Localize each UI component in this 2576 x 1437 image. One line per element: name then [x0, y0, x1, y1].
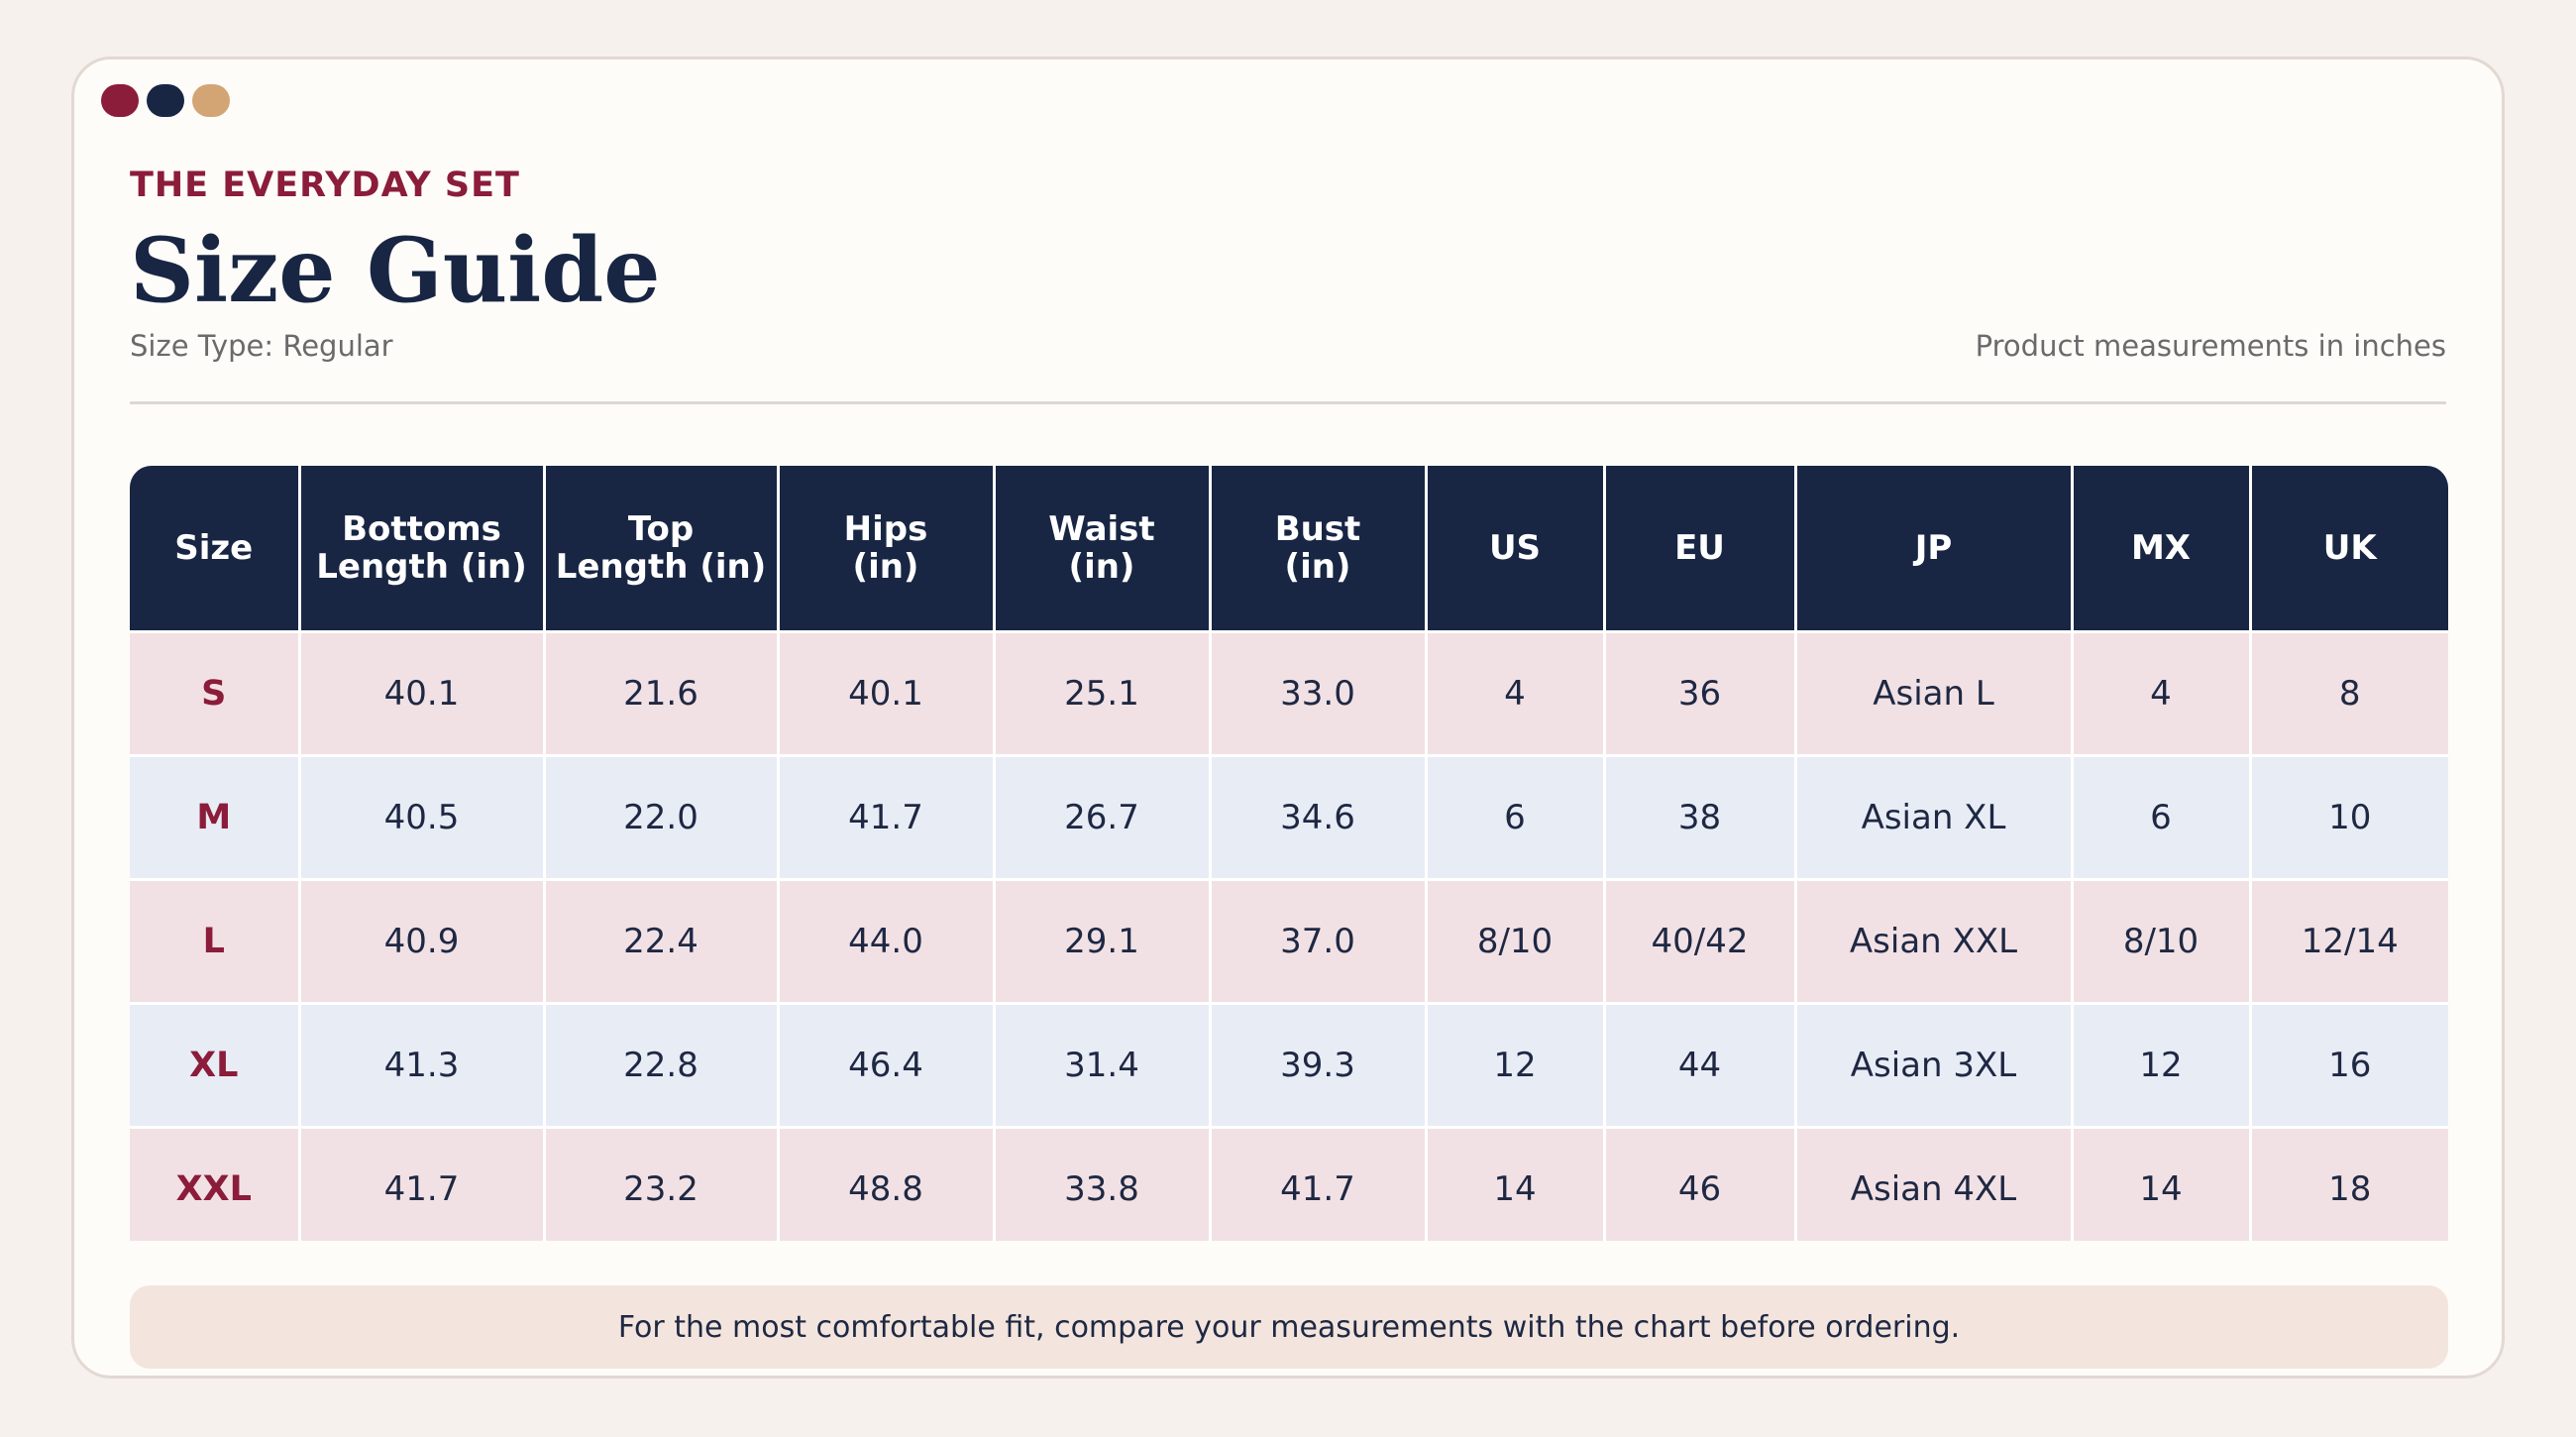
size-label-cell: M: [130, 754, 299, 880]
table-cell: 8/10: [2070, 878, 2250, 1004]
table-cell: 41.7: [776, 754, 994, 880]
table-cell: 22.0: [542, 754, 778, 880]
table-cell: 37.0: [1208, 878, 1426, 1004]
table-cell: 31.4: [992, 1002, 1210, 1128]
table-row: M 40.5 22.0 41.7 26.7 34.6 6 38 Asian XL…: [130, 754, 2448, 880]
table-cell: 22.8: [542, 1002, 778, 1128]
table-cell: 18: [2248, 1126, 2448, 1241]
window-controls: [101, 84, 230, 117]
table-cell: 33.8: [992, 1126, 1210, 1241]
table-cell: 6: [2070, 754, 2250, 880]
table-cell: 38: [1602, 754, 1795, 880]
column-header-mx: MX: [2070, 466, 2250, 632]
size-label-cell: XXL: [130, 1126, 299, 1241]
table-cell: 4: [2070, 630, 2250, 756]
table-cell: 12: [2070, 1002, 2250, 1128]
table-cell: 48.8: [776, 1126, 994, 1241]
table-cell: 41.3: [297, 1002, 544, 1128]
column-header-hips: Hips (in): [776, 466, 994, 632]
table-cell: 29.1: [992, 878, 1210, 1004]
table-cell: Asian XL: [1793, 754, 2072, 880]
column-header-bust: Bust (in): [1208, 466, 1426, 632]
dot-red[interactable]: [101, 84, 139, 117]
table-cell: 6: [1424, 754, 1604, 880]
column-header-us: US: [1424, 466, 1604, 632]
table-cell: 34.6: [1208, 754, 1426, 880]
table-cell: 44.0: [776, 878, 994, 1004]
table-cell: 46.4: [776, 1002, 994, 1128]
table-cell: 41.7: [1208, 1126, 1426, 1241]
table-cell: 25.1: [992, 630, 1210, 756]
table-cell: 10: [2248, 754, 2448, 880]
table-cell: 22.4: [542, 878, 778, 1004]
table-cell: Asian 3XL: [1793, 1002, 2072, 1128]
column-header-jp: JP: [1793, 466, 2072, 632]
column-header-waist: Waist (in): [992, 466, 1210, 632]
column-header-size: Size: [130, 466, 299, 632]
table-cell: 16: [2248, 1002, 2448, 1128]
column-header-top-length: Top Length (in): [542, 466, 778, 632]
table-cell: 12/14: [2248, 878, 2448, 1004]
table-cell: 33.0: [1208, 630, 1426, 756]
table-cell: 44: [1602, 1002, 1795, 1128]
table-cell: 26.7: [992, 754, 1210, 880]
table-row: L 40.9 22.4 44.0 29.1 37.0 8/10 40/42 As…: [130, 878, 2448, 1004]
size-table-container: Size Bottoms Length (in) Top Length (in)…: [130, 466, 2448, 1241]
fit-advice-note: For the most comfortable fit, compare yo…: [130, 1285, 2448, 1369]
table-cell: 40.1: [297, 630, 544, 756]
table-header-row: Size Bottoms Length (in) Top Length (in)…: [130, 466, 2448, 632]
table-cell: 12: [1424, 1002, 1604, 1128]
table-cell: 46: [1602, 1126, 1795, 1241]
size-type-label: Size Type: Regular: [130, 329, 393, 363]
table-row: XXL 41.7 23.2 48.8 33.8 41.7 14 46 Asian…: [130, 1126, 2448, 1241]
size-table: Size Bottoms Length (in) Top Length (in)…: [130, 466, 2448, 1241]
table-cell: 21.6: [542, 630, 778, 756]
size-label-cell: L: [130, 878, 299, 1004]
units-note: Product measurements in inches: [1975, 329, 2446, 363]
table-cell: 40.9: [297, 878, 544, 1004]
dot-navy[interactable]: [147, 84, 184, 117]
table-cell: 40.1: [776, 630, 994, 756]
size-guide-card: THE EVERYDAY SET Size Guide Size Type: R…: [71, 56, 2505, 1379]
column-header-eu: EU: [1602, 466, 1795, 632]
table-cell: Asian 4XL: [1793, 1126, 2072, 1241]
table-cell: 40/42: [1602, 878, 1795, 1004]
column-header-bottoms-length: Bottoms Length (in): [297, 466, 544, 632]
table-row: S 40.1 21.6 40.1 25.1 33.0 4 36 Asian L …: [130, 630, 2448, 756]
fit-advice-text: For the most comfortable fit, compare yo…: [617, 1309, 1961, 1345]
table-cell: 14: [2070, 1126, 2250, 1241]
dot-tan[interactable]: [192, 84, 230, 117]
table-row: XL 41.3 22.8 46.4 31.4 39.3 12 44 Asian …: [130, 1002, 2448, 1128]
table-cell: 14: [1424, 1126, 1604, 1241]
table-cell: 4: [1424, 630, 1604, 756]
table-cell: 8: [2248, 630, 2448, 756]
size-label-cell: XL: [130, 1002, 299, 1128]
table-cell: 40.5: [297, 754, 544, 880]
table-cell: 23.2: [542, 1126, 778, 1241]
table-cell: 36: [1602, 630, 1795, 756]
table-cell: 39.3: [1208, 1002, 1426, 1128]
table-cell: 8/10: [1424, 878, 1604, 1004]
size-label-cell: S: [130, 630, 299, 756]
table-cell: 41.7: [297, 1126, 544, 1241]
collection-kicker: THE EVERYDAY SET: [130, 166, 520, 205]
page-title: Size Guide: [130, 218, 661, 323]
table-cell: Asian XXL: [1793, 878, 2072, 1004]
header-divider: [130, 401, 2446, 404]
table-cell: Asian L: [1793, 630, 2072, 756]
column-header-uk: UK: [2248, 466, 2448, 632]
